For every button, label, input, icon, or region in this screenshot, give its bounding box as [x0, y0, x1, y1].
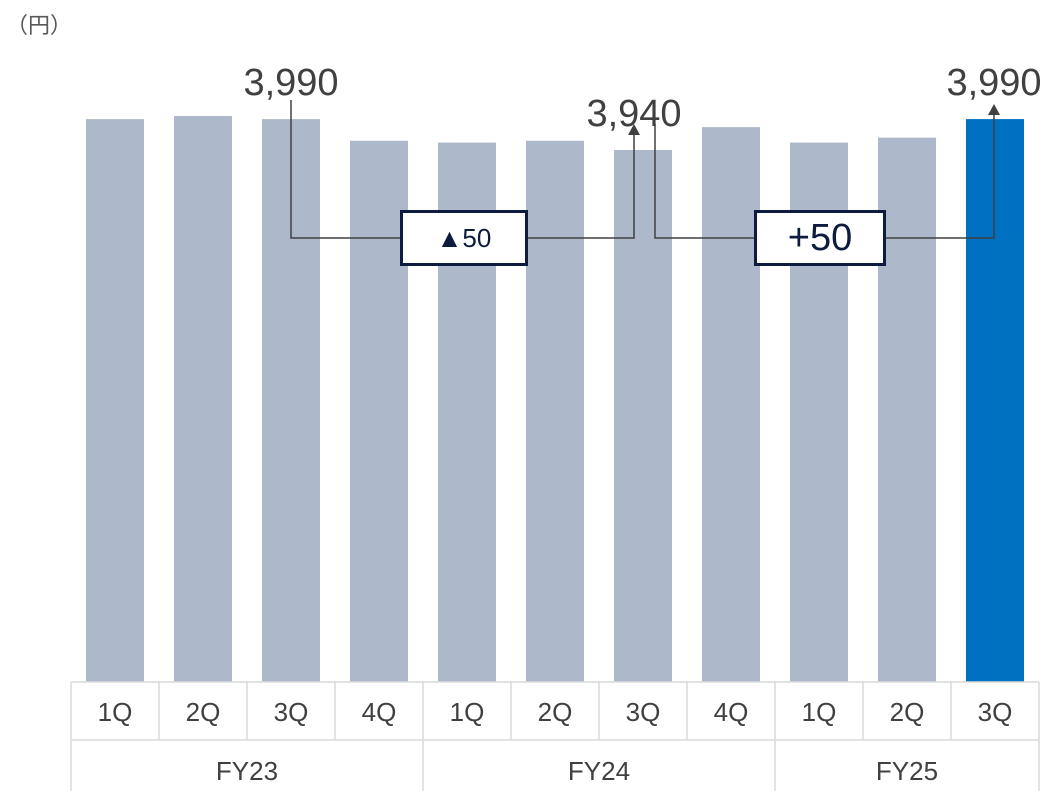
bar-11: [966, 119, 1024, 682]
quarter-label: 1Q: [449, 697, 485, 727]
bar-4: [350, 140, 408, 682]
quarter-label: 2Q: [537, 697, 573, 727]
quarter-label: 4Q: [713, 697, 749, 727]
data-label: 3,990: [243, 62, 339, 105]
quarter-label: 1Q: [801, 697, 837, 727]
unit-label: （円）: [6, 14, 73, 39]
quarter-label: 4Q: [361, 697, 397, 727]
bar-1: [86, 119, 144, 682]
quarter-label: 3Q: [273, 697, 309, 727]
fiscal-year-label: FY25: [875, 756, 939, 786]
quarter-label: 2Q: [185, 697, 221, 727]
fiscal-year-label: FY23: [215, 756, 279, 786]
arrow-head: [988, 104, 1000, 115]
bar-10: [878, 137, 936, 683]
data-label: 3,990: [946, 62, 1042, 105]
bar-6: [526, 140, 584, 682]
bar-2: [174, 116, 232, 682]
difference-box: +50: [754, 210, 886, 266]
bars-group: [86, 116, 1024, 683]
axis-grid: [70, 681, 1040, 791]
arrow-head: [628, 124, 640, 135]
quarter-label: 1Q: [97, 697, 133, 727]
fiscal-year-label: FY24: [567, 756, 631, 786]
difference-box: ▲50: [400, 210, 528, 266]
bar-7: [614, 150, 672, 682]
quarter-label: 3Q: [625, 697, 661, 727]
bar-8: [702, 127, 760, 683]
quarter-label: 3Q: [977, 697, 1013, 727]
quarter-label: 2Q: [889, 697, 925, 727]
data-label: 3,940: [586, 93, 682, 135]
